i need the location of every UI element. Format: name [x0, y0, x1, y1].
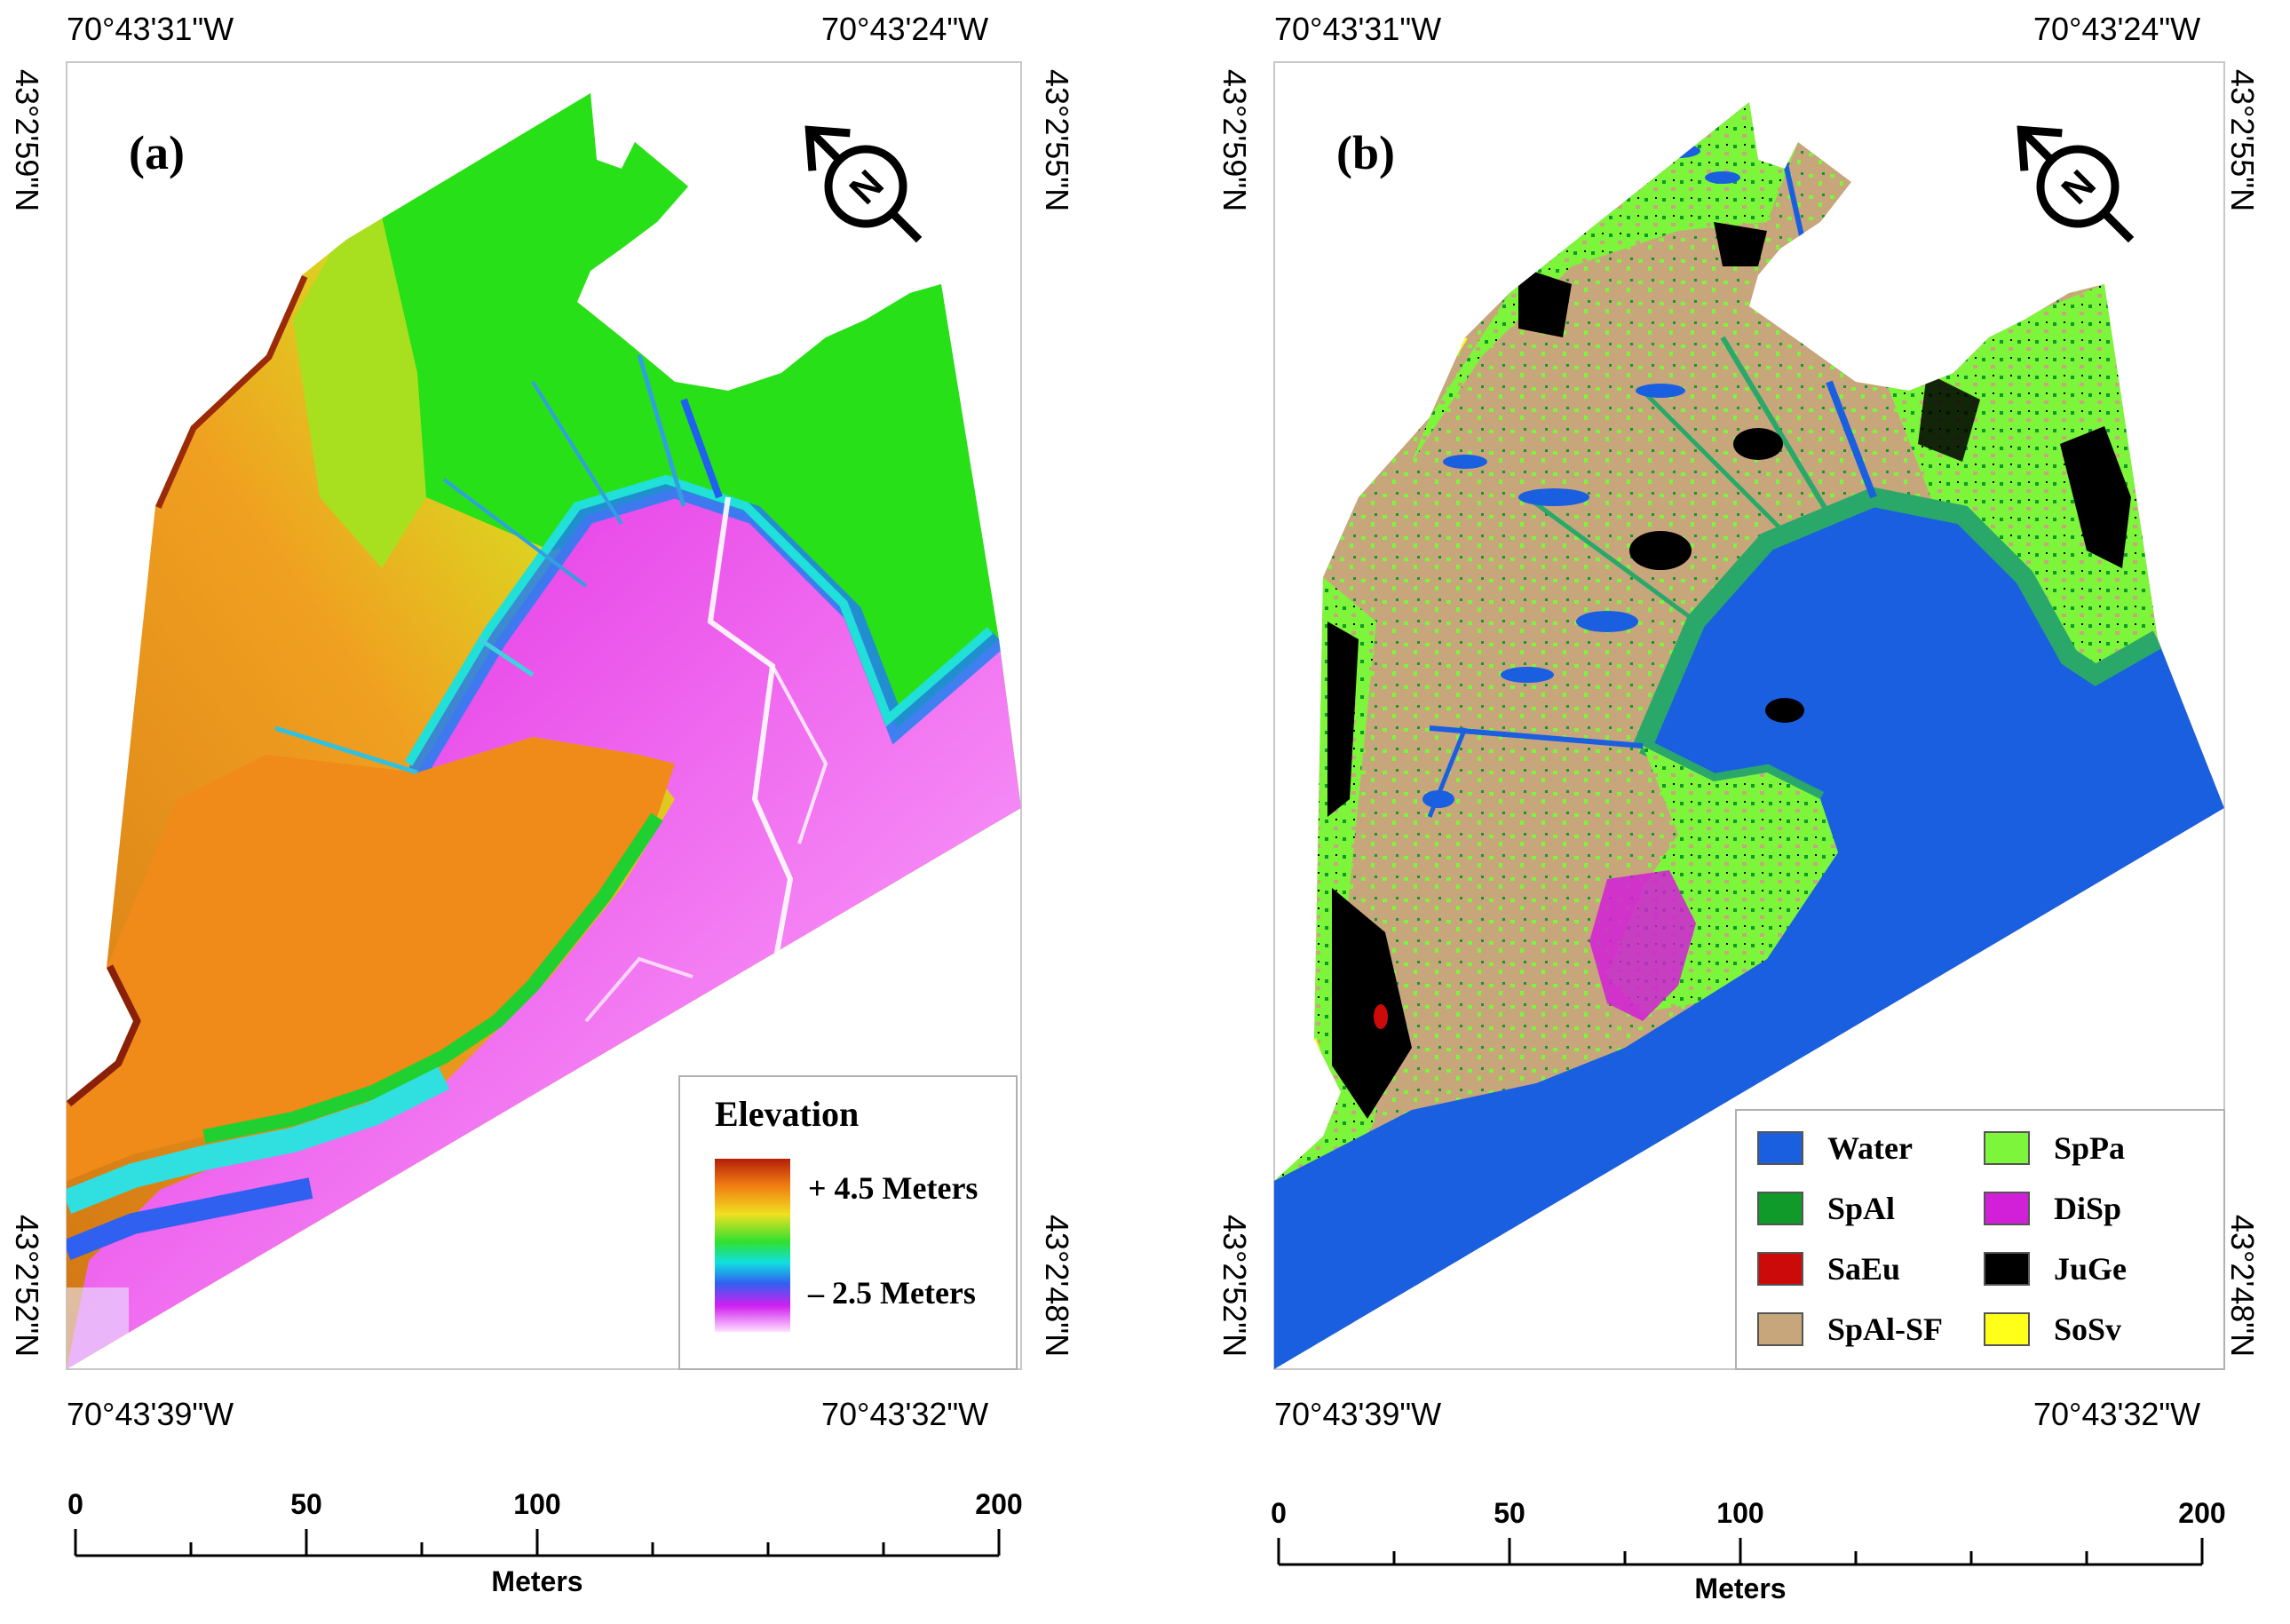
legend-swatch-saeu: [1757, 1252, 1803, 1286]
panel-b-label: (b): [1336, 126, 1395, 179]
scale-tick-50: 50: [290, 1488, 322, 1520]
coord-b-left-bottom: 43°2'52"N: [1216, 1214, 1254, 1358]
legend-swatch-water: [1757, 1131, 1803, 1165]
legend-min-label: – 2.5 Meters: [807, 1275, 976, 1311]
panel-b-map: (b) N Water SpAl SaEu SpAl-SF SpPa DiSp JuGe So…: [1271, 61, 2226, 1604]
north-arrow-icon: N: [804, 125, 923, 243]
scale-bar-b: 0 50 100 200 Meters: [1271, 1497, 2226, 1604]
north-arrow-icon: N: [2017, 125, 2135, 243]
legend-swatch-spal: [1757, 1192, 1803, 1225]
legend-swatch-sosv: [1984, 1312, 2030, 1346]
coord-b-bottom-right: 70°43'32"W: [2033, 1396, 2201, 1432]
legend-label-sppa: SpPa: [2054, 1130, 2125, 1166]
coord-b-left-top: 43°2'59"N: [1216, 68, 1254, 212]
legend-swatch-disp: [1984, 1192, 2030, 1225]
scale-tick-50: 50: [1494, 1497, 1525, 1529]
coord-b-right-top: 43°2'55"N: [2224, 68, 2262, 212]
coord-b-top-left: 70°43'31"W: [1274, 11, 1442, 47]
scale-unit: Meters: [1694, 1573, 1786, 1604]
legend-label-water: Water: [1827, 1130, 1913, 1166]
scale-tick-100: 100: [1716, 1497, 1763, 1529]
legend-title: Elevation: [715, 1094, 859, 1134]
coord-a-right-bottom: 43°2'48"N: [1039, 1214, 1076, 1358]
legend-label-spal: SpAl: [1827, 1191, 1895, 1226]
coord-a-left-bottom: 43°2'52"N: [9, 1214, 46, 1358]
legend-label-disp: DiSp: [2054, 1191, 2121, 1226]
scale-tick-200: 200: [975, 1488, 1022, 1520]
elevation-legend: Elevation + 4.5 Meters – 2.5 Meters: [678, 1075, 1018, 1370]
coord-a-bottom-right: 70°43'32"W: [821, 1396, 989, 1432]
elevation-color-bar: [715, 1159, 790, 1332]
scale-tick-200: 200: [2178, 1497, 2225, 1529]
legend-label-sosv: SoSv: [2054, 1311, 2121, 1347]
scale-tick-0: 0: [1271, 1497, 1287, 1529]
panel-a-label: (a): [129, 126, 185, 179]
legend-label-juge: JuGe: [2054, 1251, 2127, 1287]
coord-b-top-right: 70°43'24"W: [2033, 11, 2201, 47]
legend-max-label: + 4.5 Meters: [808, 1170, 978, 1206]
coord-b-right-bottom: 43°2'48"N: [2224, 1214, 2262, 1358]
coord-a-left-top: 43°2'59"N: [9, 68, 46, 212]
legend-label-spal-sf: SpAl-SF: [1827, 1311, 1943, 1347]
landcover-legend: Water SpAl SaEu SpAl-SF SpPa DiSp JuGe SoSv: [1735, 1109, 2225, 1370]
coord-b-bottom-left: 70°43'39"W: [1274, 1396, 1442, 1432]
coord-a-top-left: 70°43'31"W: [67, 11, 234, 47]
legend-swatch-spal-sf: [1757, 1312, 1803, 1346]
coord-a-right-top: 43°2'55"N: [1039, 68, 1076, 212]
legend-swatch-juge: [1984, 1252, 2030, 1286]
legend-label-saeu: SaEu: [1827, 1251, 1900, 1287]
scale-unit: Meters: [491, 1565, 582, 1597]
coord-a-bottom-left: 70°43'39"W: [67, 1396, 234, 1432]
legend-swatch-sppa: [1984, 1131, 2030, 1165]
scale-tick-100: 100: [513, 1488, 560, 1520]
panel-a-map: (a) N Elevation + 4.5 Meters – 2.5 Meter…: [66, 61, 1023, 1597]
scale-tick-0: 0: [67, 1488, 83, 1520]
scale-bar-a: 0 50 100 200 Meters: [67, 1488, 1023, 1597]
coord-a-top-right: 70°43'24"W: [821, 11, 989, 47]
